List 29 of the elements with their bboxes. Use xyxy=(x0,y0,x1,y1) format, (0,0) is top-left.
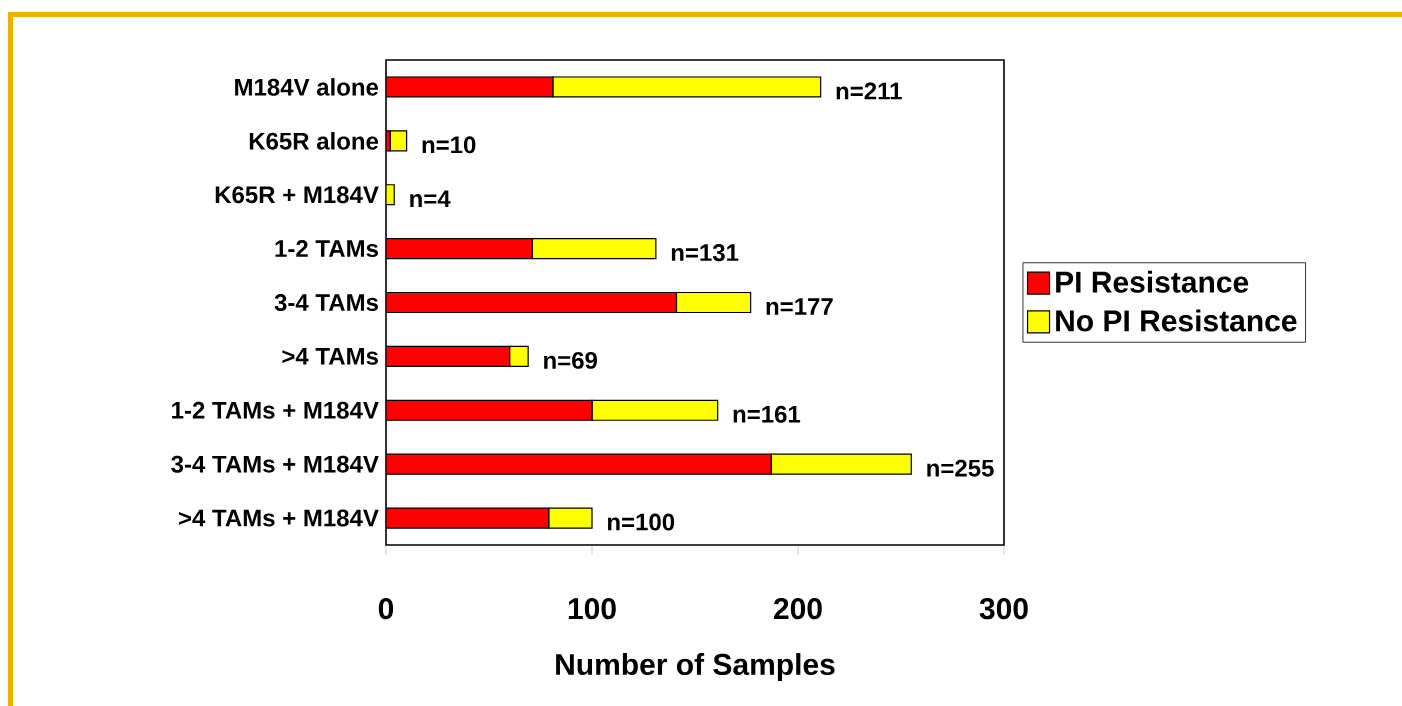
x-tick-label: 200 xyxy=(774,598,822,620)
legend-label: No PI Resistance xyxy=(1056,309,1297,332)
x-tick-label: 0 xyxy=(378,598,394,620)
total-label: n=100 xyxy=(607,513,675,531)
y-tick-label: 3-4 TAMs xyxy=(274,293,378,312)
bar xyxy=(531,238,657,260)
bar xyxy=(675,291,752,314)
x-tick-label: 100 xyxy=(568,598,616,620)
y-tick-label: 1-2 TAMs + M184V xyxy=(172,401,379,419)
y-tick-label: >4 TAMs xyxy=(282,348,378,365)
total-label: n=177 xyxy=(766,298,833,315)
bar xyxy=(770,453,912,475)
bar xyxy=(591,399,719,421)
total-label: n=10 xyxy=(422,136,476,154)
y-tick-label: K65R + M184V xyxy=(215,186,379,204)
legend-label: PI Resistance xyxy=(1056,270,1249,293)
total-label: n=131 xyxy=(671,244,739,262)
total-label: n=4 xyxy=(410,190,451,207)
total-label: n=255 xyxy=(927,459,994,477)
y-tick-label: 1-2 TAMs xyxy=(275,240,378,258)
total-label: n=69 xyxy=(544,351,598,369)
total-label: n=161 xyxy=(733,405,801,423)
x-tick-label: 300 xyxy=(979,598,1028,620)
y-tick-label: K65R alone xyxy=(249,132,379,150)
y-tick-label: M184V alone xyxy=(235,78,379,96)
total-label: n=211 xyxy=(836,82,902,100)
x-axis-title: Number of Samples xyxy=(556,653,835,682)
y-tick-label: 3-4 TAMs + M184V xyxy=(171,455,379,473)
y-tick-label: >4 TAMs + M184V xyxy=(178,509,379,527)
